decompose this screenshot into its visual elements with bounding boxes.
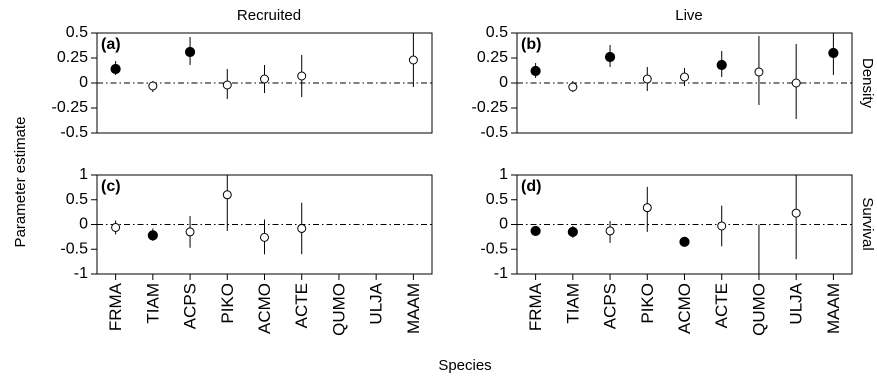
y-tick-label: 0.25 — [57, 49, 88, 66]
estimate-point-acte — [297, 223, 307, 233]
y-tick-label: 0 — [499, 216, 508, 233]
x-tick-label-acps: ACPS — [181, 283, 200, 329]
estimate-point-tiam — [567, 226, 578, 238]
estimate-point-tiam — [147, 230, 158, 241]
x-axis-label: Species — [438, 357, 491, 374]
panel-label: (b) — [521, 36, 541, 53]
estimate-point-maam — [408, 55, 418, 65]
panel-d: -1 -0.5 0 0.5 1 (d) FRMA TIAM ACPS PIKO ACMO ACTE QU… — [480, 166, 853, 336]
y-tick-label: 0.5 — [486, 24, 508, 41]
y-tick-label: -0.25 — [472, 99, 509, 116]
estimate-point-ulja — [791, 208, 801, 218]
estimate-point-acmo — [680, 72, 689, 82]
row-title-survival: Survival — [859, 197, 876, 250]
x-tick-label-ulja: ULJA — [787, 282, 806, 324]
y-tick-label: 1 — [79, 166, 88, 183]
y-tick-label: -0.5 — [60, 124, 88, 141]
y-tick-label: 0.5 — [66, 191, 88, 208]
x-tick-label-acmo: ACMO — [255, 283, 274, 334]
panel-label: (d) — [521, 178, 541, 195]
x-tick-label-frma: FRMA — [526, 282, 545, 331]
estimate-point-acps — [184, 46, 196, 58]
estimate-point-acmo — [260, 74, 269, 84]
column-title-live: Live — [675, 7, 703, 24]
panel-a: -0.5 -0.25 0 0.25 0.5 (a) — [52, 24, 433, 141]
estimate-point-acmo — [679, 236, 690, 247]
y-tick-label: 0.25 — [477, 49, 508, 66]
y-tick-label: -0.5 — [480, 124, 508, 141]
estimate-point-acmo — [260, 232, 269, 242]
estimate-point-frma — [530, 225, 541, 237]
y-tick-label: -0.5 — [60, 240, 88, 257]
estimate-point-frma — [110, 63, 121, 75]
estimate-point-acps — [604, 51, 616, 63]
x-tick-label-acte: ACTE — [712, 283, 731, 328]
estimate-point-ulja — [791, 78, 801, 88]
y-tick-label: 0.5 — [66, 24, 88, 41]
y-tick-label: 0 — [79, 74, 88, 91]
estimate-point-acps — [185, 227, 195, 237]
y-tick-label: 0 — [79, 216, 88, 233]
x-tick-label-piko: PIKO — [218, 283, 237, 324]
estimate-point-acte — [716, 59, 727, 71]
estimate-point-acte — [297, 71, 307, 81]
panel-label: (a) — [101, 36, 121, 53]
estimate-point-maam — [828, 47, 839, 59]
estimate-point-piko — [642, 74, 652, 84]
column-title-recruited: Recruited — [237, 7, 301, 24]
x-tick-label-tiam: TIAM — [143, 283, 162, 324]
x-tick-label-frma: FRMA — [106, 282, 125, 331]
panel-b: -0.5 -0.25 0 0.25 0.5 (b) — [472, 24, 853, 141]
row-title-density: Density — [859, 58, 876, 109]
estimate-point-acps — [605, 226, 615, 236]
y-tick-label: 1 — [499, 166, 508, 183]
x-tick-label-tiam: TIAM — [563, 283, 582, 324]
estimate-point-piko — [222, 190, 232, 200]
x-tick-label-maam: MAAM — [404, 283, 423, 334]
y-tick-label: -1 — [74, 265, 88, 282]
x-tick-label-maam: MAAM — [824, 283, 843, 334]
x-tick-label-acte: ACTE — [292, 283, 311, 328]
y-tick-label: -0.25 — [52, 99, 89, 116]
y-tick-label: 0 — [499, 74, 508, 91]
panel-label: (c) — [101, 178, 121, 195]
x-tick-label-piko: PIKO — [638, 283, 657, 324]
panel-c: -1 -0.5 0 0.5 1 (c) FRMA TIAM ACPS PIKO ACMO ACTE QU… — [60, 166, 433, 336]
estimate-point-piko — [642, 203, 652, 213]
estimate-point-acte — [717, 221, 727, 231]
x-tick-label-qumo: QUMO — [749, 283, 768, 336]
y-tick-label: -0.5 — [480, 240, 508, 257]
y-axis-label: Parameter estimate — [12, 117, 29, 248]
x-tick-label-acmo: ACMO — [675, 283, 694, 334]
x-tick-label-acps: ACPS — [601, 283, 620, 329]
estimate-point-frma — [530, 65, 541, 77]
estimate-point-tiam — [568, 82, 578, 92]
estimate-point-qumo — [754, 67, 764, 77]
y-tick-label: 0.5 — [486, 191, 508, 208]
estimate-point-piko — [222, 80, 232, 90]
x-tick-label-qumo: QUMO — [329, 283, 348, 336]
y-tick-label: -1 — [494, 265, 508, 282]
estimate-point-frma — [111, 222, 121, 232]
x-tick-label-ulja: ULJA — [367, 282, 386, 324]
estimate-point-tiam — [148, 81, 158, 91]
